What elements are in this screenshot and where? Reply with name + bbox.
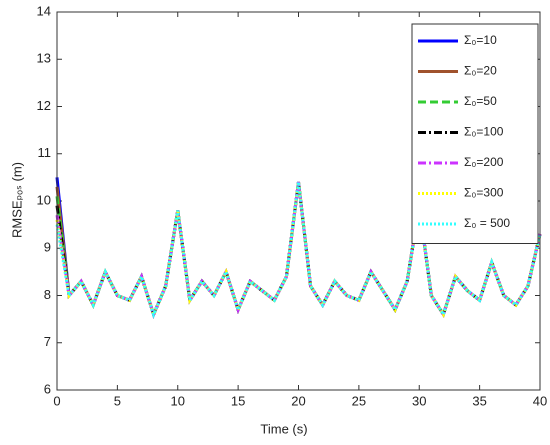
legend-label: Σ₀=100 bbox=[464, 125, 504, 139]
legend-label: Σ₀=200 bbox=[464, 155, 504, 169]
plot-frame bbox=[56, 11, 541, 391]
x-tick-label: 15 bbox=[231, 393, 245, 408]
x-tick-label: 30 bbox=[412, 393, 426, 408]
legend-label: Σ₀=50 bbox=[464, 94, 497, 108]
y-tick-label: 11 bbox=[38, 145, 52, 160]
x-tick-label: 35 bbox=[472, 393, 486, 408]
legend-label: Σ₀=20 bbox=[464, 64, 497, 78]
y-tick-label: 10 bbox=[37, 192, 51, 207]
legend-label: Σ₀ = 500 bbox=[464, 216, 510, 230]
x-tick-label: 10 bbox=[171, 393, 185, 408]
y-tick-label: 14 bbox=[37, 3, 51, 18]
x-tick-label: 25 bbox=[352, 393, 366, 408]
x-axis-label: Time (s) bbox=[260, 421, 307, 436]
y-tick-label: 8 bbox=[44, 287, 51, 302]
x-tick-label: 20 bbox=[291, 393, 305, 408]
x-tick-label: 5 bbox=[114, 393, 121, 408]
legend-label: Σ₀=300 bbox=[464, 186, 504, 200]
legend-box bbox=[411, 23, 539, 244]
legend: Σ₀=10 Σ₀=20 Σ₀=50 Σ₀=100 Σ₀=200 Σ₀=300 Σ₀ = 50… bbox=[411, 23, 539, 244]
series-line bbox=[55, 181, 542, 319]
legend-label: Σ₀=10 bbox=[464, 33, 497, 47]
y-tick-label: 12 bbox=[37, 98, 51, 113]
y-tick-label: 9 bbox=[44, 240, 51, 255]
x-tick-label: 0 bbox=[53, 393, 60, 408]
x-tick-label: 40 bbox=[533, 393, 547, 408]
y-axis-label: RMSEₚₒₛ (m) bbox=[9, 162, 24, 238]
y-tick-label: 13 bbox=[37, 51, 51, 66]
y-tick-label: 6 bbox=[44, 381, 51, 396]
y-tick-label: 7 bbox=[44, 334, 51, 349]
